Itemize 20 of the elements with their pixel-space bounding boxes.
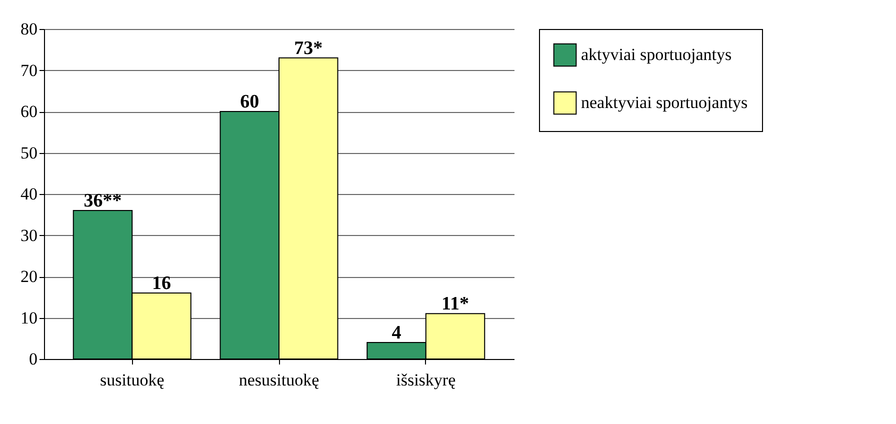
legend-label: aktyviai sportuojantys	[581, 45, 732, 64]
y-tick-label: 70	[20, 60, 38, 80]
x-tick-label: susituokę	[100, 370, 164, 390]
data-label: 16	[152, 273, 171, 294]
x-tick-label: išsiskyrę	[396, 370, 456, 390]
data-label: 73*	[294, 38, 323, 59]
data-label: 60	[240, 92, 260, 112]
data-label: 11*	[442, 294, 469, 315]
y-tick-label: 0	[29, 350, 38, 368]
y-tick-label: 20	[20, 267, 38, 286]
y-tick-label: 10	[20, 308, 38, 328]
data-label: 36**	[84, 190, 122, 212]
data-label: 4	[392, 322, 402, 344]
y-tick-label: 40	[20, 184, 38, 204]
y-tick-label: 30	[20, 226, 38, 245]
y-tick-label: 50	[20, 143, 38, 162]
y-tick-label: 80	[20, 20, 38, 38]
y-tick-label: 60	[20, 102, 38, 121]
legend-label: neaktyviai sportuojantys	[581, 93, 748, 112]
x-tick-label: nesusituokę	[238, 370, 320, 390]
